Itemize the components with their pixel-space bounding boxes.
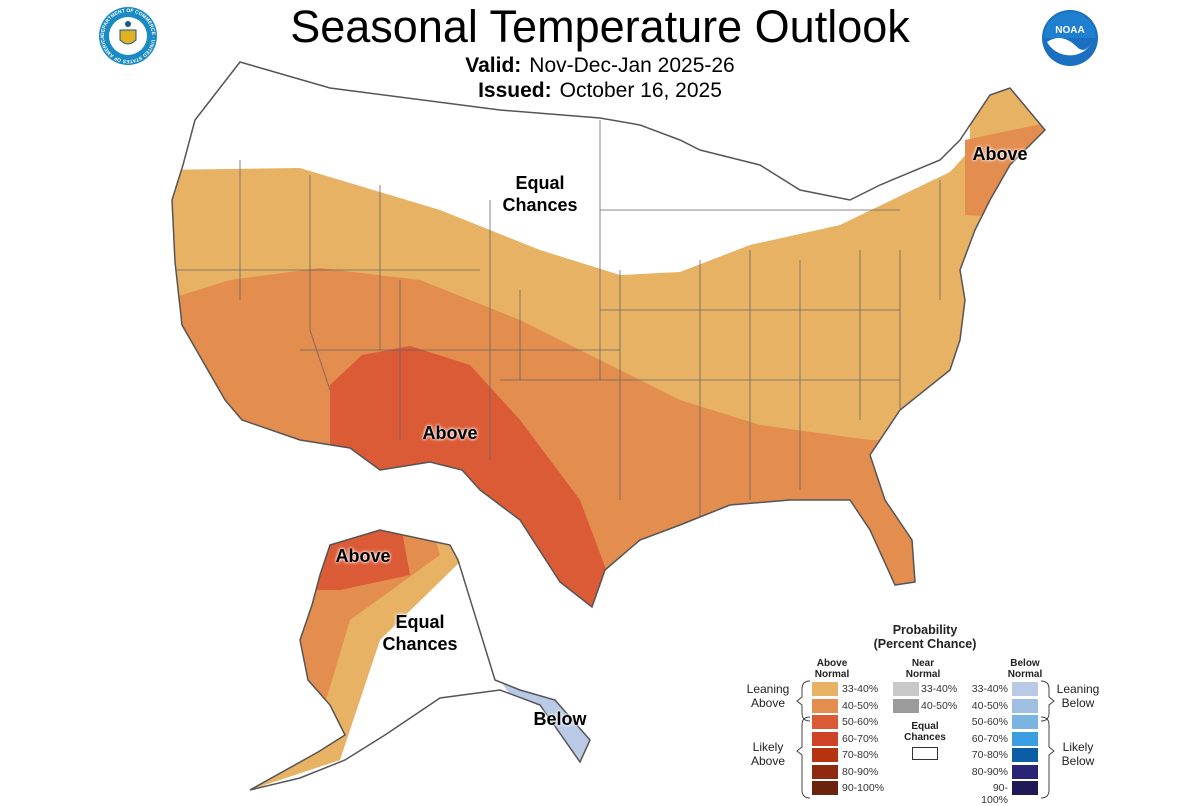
- label-line: Below: [1061, 754, 1095, 768]
- header-line: Normal: [1007, 669, 1043, 680]
- likely-above-bracket: [796, 716, 811, 799]
- below-swatch-5: [1012, 764, 1038, 779]
- label-line: Below: [1061, 696, 1095, 710]
- above-swatch-3: [812, 731, 838, 746]
- above-range-label: 60-70%: [842, 732, 879, 745]
- label-line: Above: [750, 754, 786, 768]
- label-line: Likely: [1062, 740, 1094, 754]
- below-normal-header: Below Normal: [995, 658, 1055, 680]
- leaning-above-label: Leaning Above: [740, 682, 796, 710]
- header-line: Equal: [911, 721, 939, 732]
- alaska-above-label: Above: [335, 546, 391, 566]
- alaska-equal-chances-label: Equal Chances: [380, 611, 460, 655]
- legend-brackets: [796, 680, 1055, 799]
- issued-value: October 16, 2025: [559, 79, 722, 102]
- near-normal-header: Near Normal: [893, 658, 953, 680]
- leaning-below-bracket: [1040, 680, 1055, 722]
- label-line: Equal: [515, 173, 565, 193]
- label-line: Above: [750, 696, 786, 710]
- leaning-above-bracket: [796, 680, 811, 722]
- below-range-label: 50-60%: [971, 716, 1008, 728]
- above-swatch-5: [812, 764, 838, 779]
- label-line: Leaning: [1056, 682, 1100, 696]
- below-range-label: 90-100%: [981, 782, 1008, 806]
- southwest-above-label: Above: [422, 423, 478, 443]
- below-swatch-4: [1012, 748, 1038, 762]
- below-swatch-3: [1012, 731, 1038, 746]
- alaska-below-label: Below: [533, 709, 587, 729]
- above-swatch-6: [812, 781, 838, 795]
- valid-line: Valid: Nov-Dec-Jan 2025-26: [0, 54, 1200, 78]
- above-range-label: 70-80%: [842, 749, 879, 761]
- below-range-label: 33-40%: [971, 683, 1008, 695]
- below-swatch-2: [1012, 715, 1038, 729]
- leaning-below-label: Leaning Below: [1050, 682, 1106, 710]
- near-range-label: 40-50%: [921, 699, 958, 712]
- below-range-label: 60-70%: [971, 732, 1008, 745]
- issued-line: Issued: October 16, 2025: [0, 79, 1200, 103]
- header-line: Normal: [814, 669, 850, 680]
- above-range-label: 40-50%: [842, 699, 879, 712]
- above-range-label: 50-60%: [842, 716, 879, 728]
- below-swatch-1: [1012, 698, 1038, 713]
- commerce-seal-logo: DEPARTMENT OF COMMERCE · UNITED STATES O…: [99, 7, 157, 65]
- valid-label: Valid:: [465, 54, 522, 77]
- near-swatch-0: [893, 682, 919, 696]
- label-line: Equal: [395, 612, 445, 632]
- valid-value: Nov-Dec-Jan 2025-26: [529, 54, 735, 77]
- page-title: Seasonal Temperature Outlook: [290, 1, 910, 52]
- likely-below-label: Likely Below: [1050, 740, 1106, 768]
- above-swatch-0: [812, 682, 838, 696]
- header-line: Above: [816, 658, 848, 669]
- above-swatch-4: [812, 748, 838, 762]
- below-swatch-6: [1012, 781, 1038, 795]
- above-range-label: 80-90%: [842, 765, 879, 778]
- legend-title: Probability: [892, 623, 958, 637]
- below-range-label: 70-80%: [971, 749, 1008, 761]
- above-range-label: 33-40%: [842, 683, 879, 695]
- header-line: Normal: [905, 669, 941, 680]
- noaa-lettering: NOAA: [1055, 25, 1084, 36]
- state-borders: [172, 120, 941, 520]
- below-range-label: 40-50%: [971, 699, 1008, 712]
- above-range-label: 90-100%: [842, 782, 885, 794]
- legend-subtitle: (Percent Chance): [873, 637, 977, 651]
- label-line: Chances: [382, 634, 458, 654]
- noaa-logo: NOAA: [1042, 10, 1098, 66]
- above-swatch-2: [812, 715, 838, 729]
- label-line: Leaning: [746, 682, 790, 696]
- label-line: Likely: [752, 740, 784, 754]
- equal-chances-header: Equal Chances: [895, 721, 955, 743]
- label-line: Chances: [502, 195, 578, 215]
- legend: Probability (Percent Chance) Above Normal…: [740, 620, 1110, 806]
- above-swatch-1: [812, 698, 838, 713]
- above-normal-header: Above Normal: [802, 658, 862, 680]
- likely-above-label: Likely Above: [740, 740, 796, 768]
- issued-label: Issued:: [478, 79, 552, 102]
- equal-chances-swatch: [912, 747, 938, 760]
- header-line: Chances: [904, 732, 946, 743]
- near-range-label: 33-40%: [921, 683, 958, 695]
- northeast-above-label: Above: [972, 144, 1028, 164]
- likely-below-bracket: [1040, 716, 1055, 799]
- below-range-label: 80-90%: [971, 765, 1008, 778]
- header-line: Near: [911, 658, 935, 669]
- below-swatch-0: [1012, 682, 1038, 696]
- conus-equal-chances-label: Equal Chances: [500, 172, 580, 216]
- near-swatch-1: [893, 698, 919, 713]
- header-line: Below: [1010, 658, 1040, 669]
